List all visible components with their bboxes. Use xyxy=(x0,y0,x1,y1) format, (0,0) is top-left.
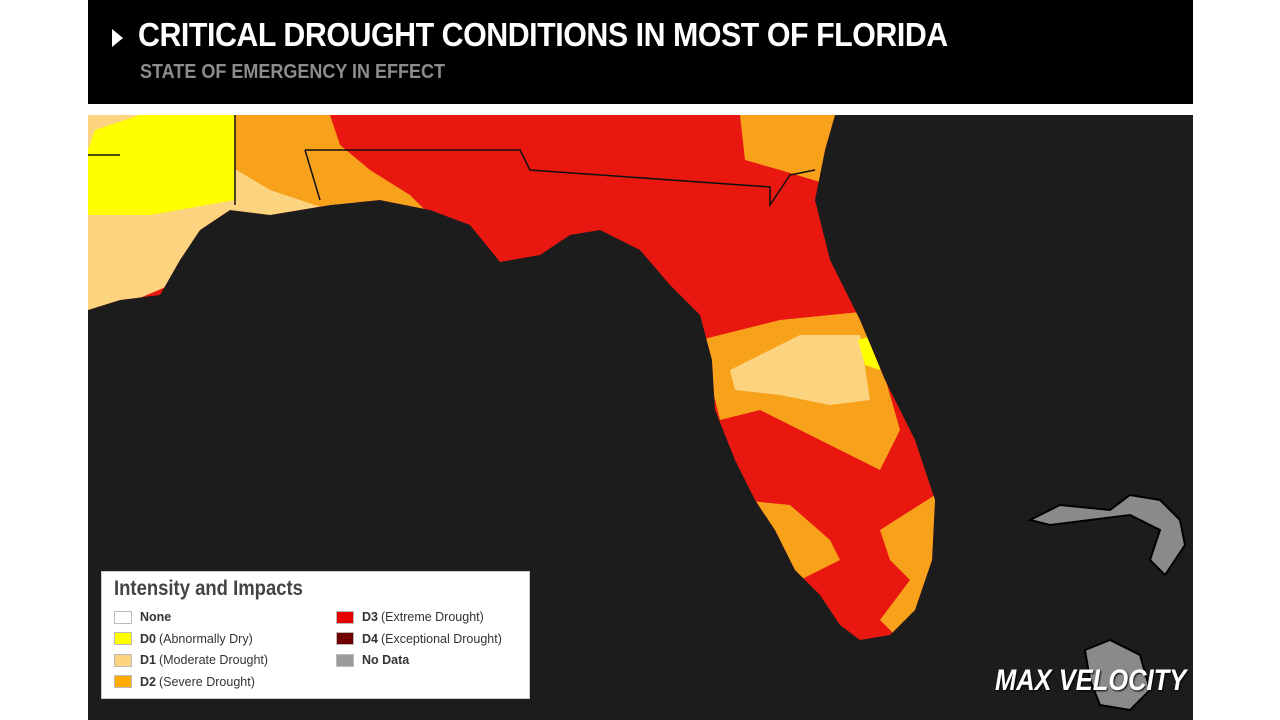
legend-code: D3 xyxy=(362,610,378,624)
header: CRITICAL DROUGHT CONDITIONS IN MOST OF F… xyxy=(88,0,1193,104)
legend-item: D3 (Extreme Drought) xyxy=(336,610,484,624)
d0-area xyxy=(88,115,235,215)
legend-code: D2 xyxy=(140,674,156,689)
legend-code: D1 xyxy=(140,653,156,667)
state-borders xyxy=(88,115,816,208)
legend-swatch xyxy=(114,610,132,624)
legend-item: D1 (Moderate Drought) xyxy=(114,653,268,667)
d2-area xyxy=(740,115,835,185)
title: CRITICAL DROUGHT CONDITIONS IN MOST OF F… xyxy=(138,16,948,53)
legend-code: D0 xyxy=(140,631,156,646)
legend-label: No Data xyxy=(362,653,410,667)
legend-description: (Exceptional Drought) xyxy=(380,631,502,646)
legend-description: (Abnormally Dry) xyxy=(158,631,253,646)
d2-area xyxy=(220,115,430,215)
brand-logo: MAX VELOCITY xyxy=(995,664,1187,697)
legend-item: D2 (Severe Drought) xyxy=(114,675,255,689)
legend-swatch xyxy=(336,610,354,624)
legend-item: D4 (Exceptional Drought) xyxy=(336,632,502,646)
legend-label: None xyxy=(140,610,172,624)
legend-description: (Extreme Drought) xyxy=(380,610,484,624)
legend-item: None xyxy=(114,610,174,624)
islands xyxy=(1027,493,1187,712)
legend-swatch xyxy=(114,632,132,645)
d1-area xyxy=(730,335,870,405)
legend-title: Intensity and Impacts xyxy=(114,577,303,600)
legend-swatch xyxy=(114,675,132,688)
legend-code: D4 xyxy=(362,631,378,646)
legend: Intensity and Impacts None D0 (Abnormally … xyxy=(101,571,530,699)
play-icon xyxy=(112,29,123,47)
legend-swatch xyxy=(336,653,354,667)
legend-swatch xyxy=(114,653,132,667)
legend-description: (Severe Drought) xyxy=(158,674,255,689)
legend-item: No Data xyxy=(336,653,412,667)
drought-map xyxy=(88,115,1193,720)
legend-swatch xyxy=(336,632,354,645)
subtitle: STATE OF EMERGENCY IN EFFECT xyxy=(140,61,446,83)
legend-description: (Moderate Drought) xyxy=(158,653,269,667)
legend-item: D0 (Abnormally Dry) xyxy=(114,632,253,646)
